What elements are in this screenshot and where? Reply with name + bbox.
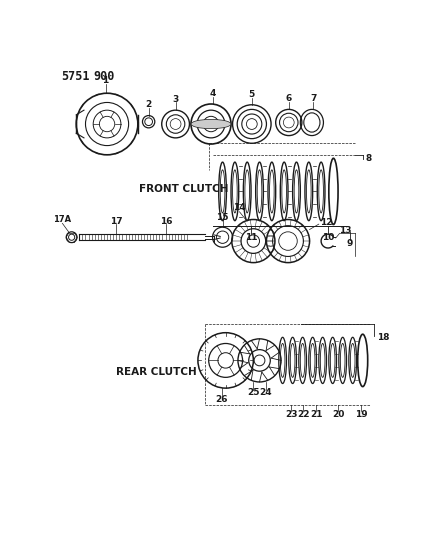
Text: 15: 15 (216, 213, 229, 222)
Text: 17A: 17A (53, 215, 72, 224)
Text: 13: 13 (338, 226, 351, 235)
Text: 2: 2 (145, 100, 152, 109)
Ellipse shape (191, 119, 231, 128)
Text: FRONT CLUTCH: FRONT CLUTCH (139, 184, 229, 195)
Text: REAR CLUTCH: REAR CLUTCH (116, 367, 197, 377)
Text: 4: 4 (209, 90, 216, 99)
Text: 20: 20 (332, 410, 344, 419)
Text: 3: 3 (172, 95, 179, 104)
Text: 12: 12 (320, 218, 333, 227)
Text: 7: 7 (310, 94, 317, 103)
Text: 9: 9 (347, 239, 353, 248)
Text: 22: 22 (297, 410, 310, 419)
Text: 16: 16 (160, 216, 172, 225)
Text: 5: 5 (249, 90, 255, 99)
Text: 23: 23 (285, 410, 297, 419)
Text: 17: 17 (110, 216, 123, 225)
Text: 14: 14 (233, 204, 246, 213)
Text: 10: 10 (322, 233, 334, 243)
Text: 21: 21 (310, 410, 323, 419)
Text: 900: 900 (93, 70, 115, 83)
Text: 8: 8 (366, 154, 372, 163)
Text: 6: 6 (286, 94, 292, 103)
Text: 5751: 5751 (61, 70, 89, 83)
Text: 1: 1 (103, 76, 109, 85)
Text: 18: 18 (377, 333, 389, 342)
Text: 19: 19 (355, 410, 368, 419)
Text: 11: 11 (245, 233, 257, 243)
Text: 25: 25 (247, 388, 260, 397)
Text: 24: 24 (260, 388, 272, 397)
Text: 26: 26 (215, 395, 228, 404)
